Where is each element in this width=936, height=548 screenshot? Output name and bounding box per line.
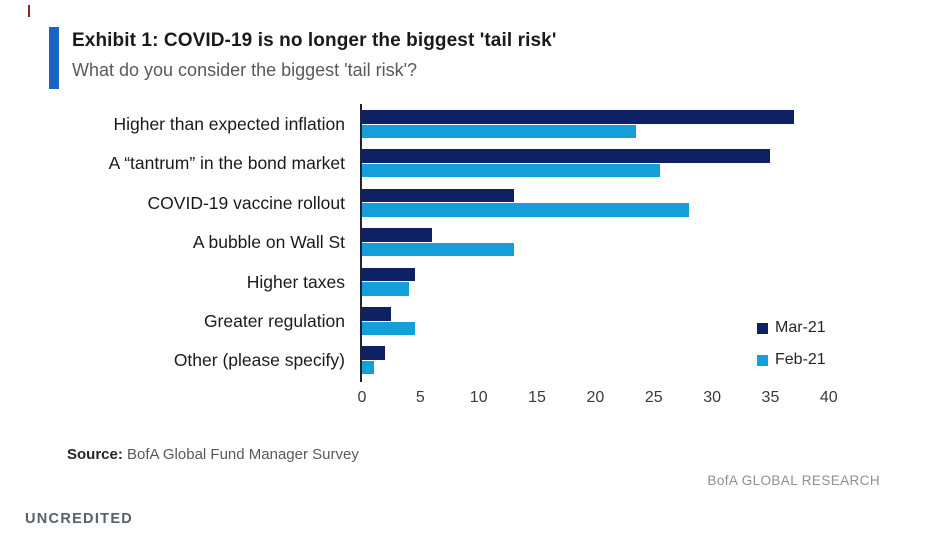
bofa-global-research-label: BofA GLOBAL RESEARCH (707, 473, 880, 488)
y-axis-line (360, 104, 362, 382)
legend-label: Feb-21 (775, 351, 826, 368)
exhibit-subtitle: What do you consider the biggest 'tail r… (72, 60, 418, 80)
bar-mar-21 (362, 307, 392, 321)
x-tick-label: 15 (528, 389, 546, 406)
x-tick-label: 40 (819, 389, 838, 406)
category-label: Higher than expected inflation (113, 114, 345, 134)
x-tick-label: 0 (357, 389, 367, 406)
bar-mar-21 (362, 110, 794, 124)
x-tick-label: 5 (415, 389, 425, 406)
category-label: Higher taxes (246, 271, 345, 292)
bar-mar-21 (362, 149, 771, 163)
category-label: A bubble on Wall St (192, 232, 345, 253)
uncredited-label: UNCREDITED (25, 511, 134, 527)
category-label: COVID-19 vaccine rollout (147, 192, 345, 213)
chart-legend: Mar-21 Feb-21 (757, 319, 826, 383)
source-label: Source: (67, 446, 123, 463)
legend-swatch-icon (757, 354, 768, 366)
legend-entry: Feb-21 (757, 351, 826, 369)
bar-feb-21 (362, 203, 689, 217)
legend-label: Mar-21 (775, 319, 826, 336)
bar-mar-21 (362, 188, 514, 203)
source-note: Source: BofA Global Fund Manager Survey (67, 446, 359, 463)
x-tick-label: 25 (644, 389, 663, 406)
x-tick-label: 20 (586, 389, 605, 406)
category-label: A “tantrum” in the bond market (108, 153, 345, 174)
bar-feb-21 (362, 242, 514, 257)
exhibit-title: Exhibit 1: COVID-19 is no longer the big… (72, 30, 557, 51)
bar-feb-21 (362, 360, 374, 375)
bar-feb-21 (362, 321, 415, 335)
bar-feb-21 (362, 124, 637, 138)
legend-entry: Mar-21 (757, 319, 826, 337)
legend-swatch-icon (757, 322, 768, 334)
source-text: BofA Global Fund Manager Survey (122, 446, 359, 463)
bar-mar-21 (362, 346, 386, 360)
bar-feb-21 (362, 163, 660, 178)
category-label: Other (please specify) (173, 350, 345, 371)
bar-mar-21 (362, 228, 433, 242)
bar-mar-21 (362, 267, 415, 282)
x-tick-label: 10 (469, 389, 488, 406)
x-tick-label: 35 (761, 389, 780, 406)
bar-feb-21 (362, 282, 409, 296)
red-tick-mark (28, 5, 30, 17)
x-tick-label: 30 (703, 389, 721, 406)
category-label: Greater regulation (203, 311, 345, 331)
title-accent-bar (49, 27, 59, 89)
